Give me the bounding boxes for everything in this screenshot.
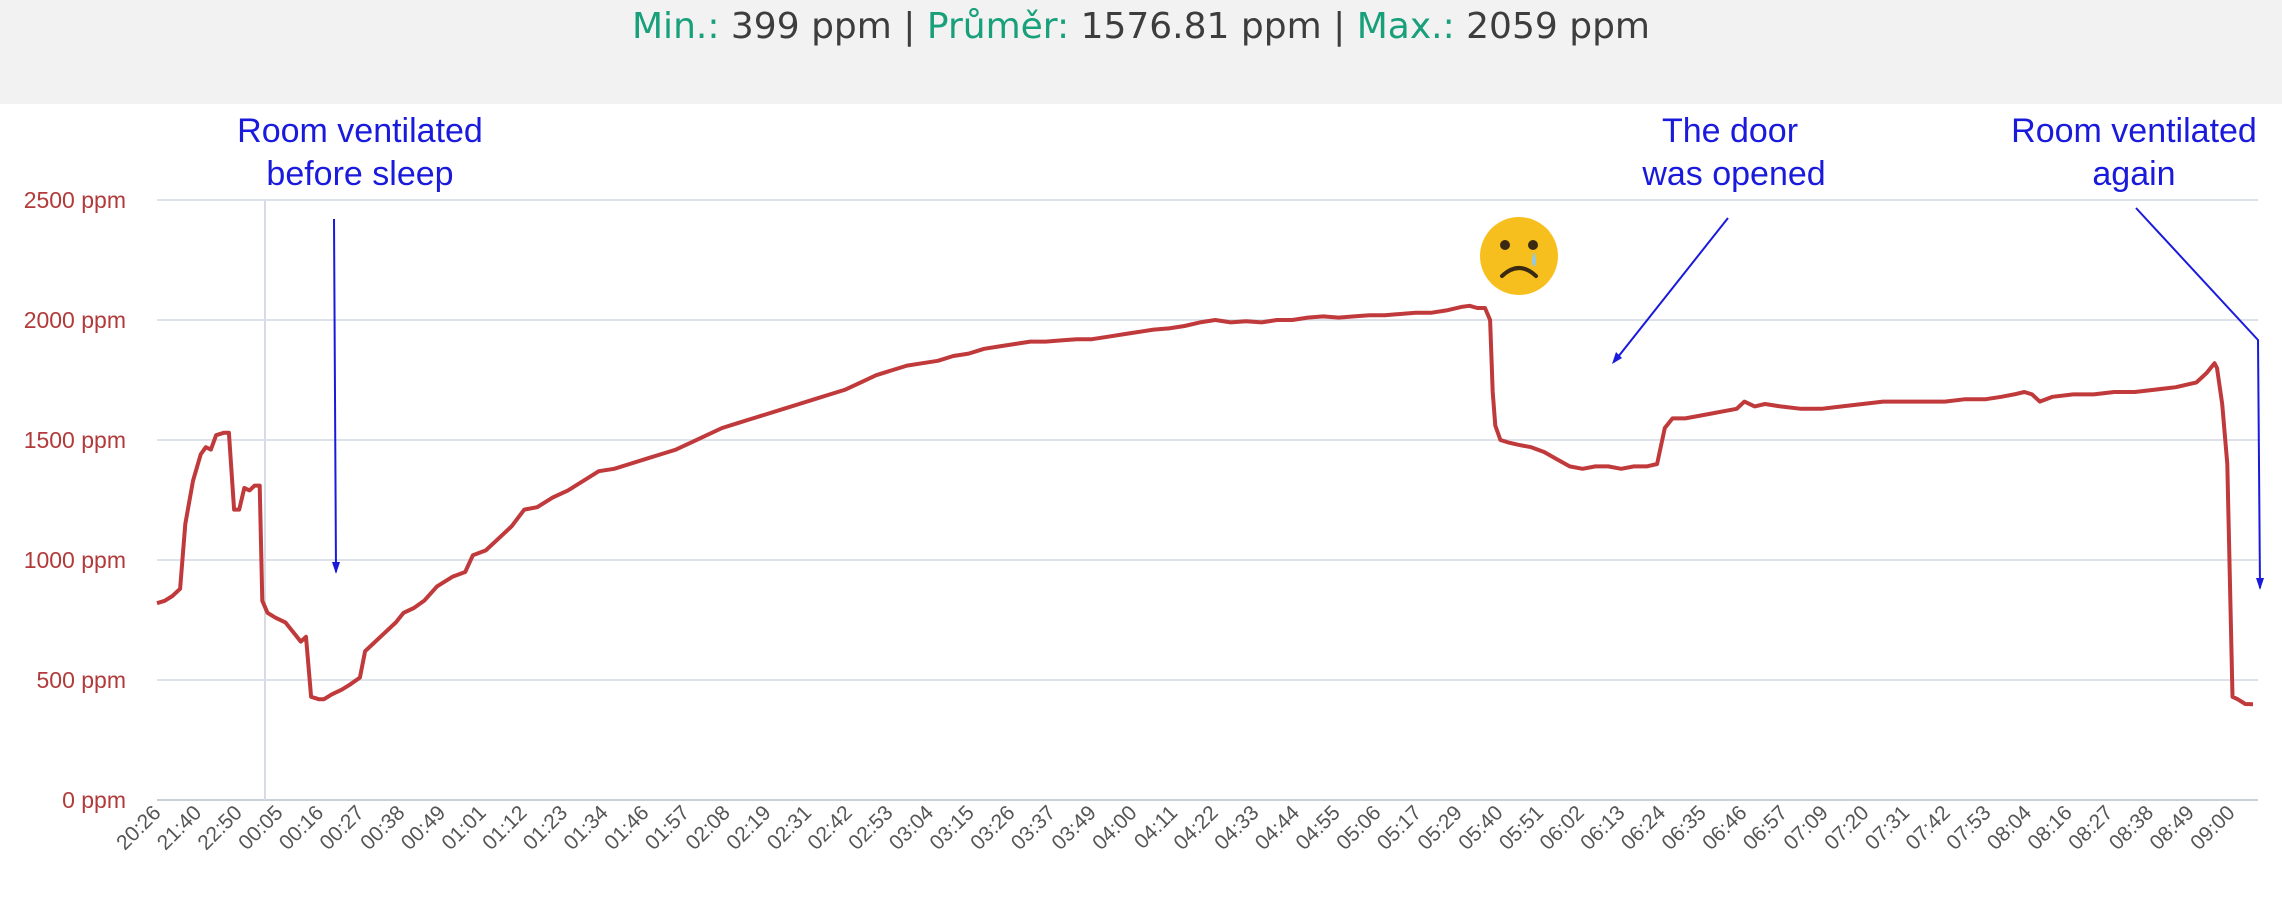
x-tick-label: 00:16 bbox=[275, 801, 328, 854]
x-tick-label: 08:16 bbox=[2023, 801, 2076, 854]
x-tick-label: 04:11 bbox=[1130, 801, 1182, 853]
x-tick-label: 07:31 bbox=[1861, 801, 1914, 854]
annotation-ventilated-again-line1: Room ventilated bbox=[2011, 112, 2257, 150]
stats-summary: Min.: 399 ppm | Průměr: 1576.81 ppm | Ma… bbox=[0, 6, 2282, 47]
x-tick-label: 03:49 bbox=[1047, 801, 1100, 854]
x-tick-label: 08:04 bbox=[1983, 801, 2037, 855]
y-tick-label: 1500 ppm bbox=[24, 427, 126, 453]
x-tick-label: 06:57 bbox=[1739, 801, 1792, 854]
x-tick-label: 21:40 bbox=[153, 801, 206, 854]
x-tick-label: 08:38 bbox=[2105, 801, 2158, 854]
x-tick-label: 22:50 bbox=[193, 801, 246, 854]
x-tick-label: 02:08 bbox=[681, 801, 734, 854]
annotation-arrows bbox=[332, 207, 2264, 590]
x-tick-label: 01:46 bbox=[600, 801, 653, 854]
x-tick-label: 09:00 bbox=[2186, 801, 2239, 854]
annotation-ventilated-before-sleep-line1: Room ventilated bbox=[237, 112, 483, 150]
x-tick-label: 05:29 bbox=[1413, 801, 1466, 854]
annotation-ventilated-before-sleep-line2: before sleep bbox=[266, 155, 453, 193]
average-value: 1576.81 ppm bbox=[1080, 6, 1322, 47]
x-tick-label: 07:42 bbox=[1901, 801, 1954, 854]
x-tick-label: 03:37 bbox=[1007, 801, 1060, 854]
y-tick-label: 2500 ppm bbox=[24, 187, 126, 213]
min-label: Min.: bbox=[632, 6, 720, 47]
x-tick-label: 01:01 bbox=[437, 801, 490, 854]
x-tick-label: 05:40 bbox=[1454, 801, 1507, 854]
x-tick-label: 03:26 bbox=[966, 801, 1019, 854]
x-tick-label: 08:49 bbox=[2145, 801, 2198, 854]
x-tick-label: 05:06 bbox=[1332, 801, 1385, 854]
x-tick-label: 00:27 bbox=[315, 801, 368, 854]
x-tick-label: 01:34 bbox=[559, 801, 613, 855]
arrow-ventilated-again bbox=[2135, 207, 2261, 589]
arrowhead-door-opened bbox=[1612, 352, 1622, 364]
x-tick-label: 07:20 bbox=[1820, 801, 1873, 854]
x-tick-label: 07:53 bbox=[1942, 801, 1995, 854]
y-tick-label: 2000 ppm bbox=[24, 307, 126, 333]
average-label: Průměr: bbox=[926, 6, 1070, 47]
x-tick-label: 08:27 bbox=[2064, 801, 2117, 854]
stats-separator: | bbox=[1333, 6, 1346, 47]
x-tick-label: 02:42 bbox=[803, 801, 856, 854]
x-tick-label: 00:38 bbox=[356, 801, 409, 854]
x-tick-label: 06:13 bbox=[1576, 801, 1629, 854]
y-tick-label: 500 ppm bbox=[36, 667, 126, 693]
max-value: 2059 ppm bbox=[1466, 6, 1650, 47]
y-tick-label: 1000 ppm bbox=[24, 547, 126, 573]
x-tick-label: 02:31 bbox=[763, 801, 816, 854]
arrow-door-opened bbox=[1613, 217, 1729, 363]
crying-sad-face-icon bbox=[1480, 217, 1558, 295]
x-tick-label: 04:55 bbox=[1291, 801, 1344, 854]
stats-separator: | bbox=[903, 6, 916, 47]
max-label: Max.: bbox=[1356, 6, 1455, 47]
x-tick-label: 01:12 bbox=[478, 801, 531, 854]
min-value: 399 ppm bbox=[730, 6, 892, 47]
x-tick-label: 06:46 bbox=[1698, 801, 1751, 854]
x-tick-label: 05:51 bbox=[1495, 801, 1548, 854]
x-tick-label: 04:44 bbox=[1251, 801, 1305, 855]
annotation-door-opened-line2: was opened bbox=[1641, 155, 1825, 193]
x-tick-label: 01:23 bbox=[519, 801, 572, 854]
arrowhead-ventilated-before-sleep bbox=[332, 562, 340, 574]
y-axis: 0 ppm 500 ppm 1000 ppm 1500 ppm 2000 ppm 2500… bbox=[24, 187, 126, 813]
x-tick-label: 00:05 bbox=[234, 801, 287, 854]
x-tick-label: 07:09 bbox=[1779, 801, 1832, 854]
x-tick-label: 06:24 bbox=[1617, 801, 1671, 855]
grid-lines bbox=[157, 199, 2258, 801]
x-tick-label: 02:19 bbox=[722, 801, 775, 854]
x-tick-label: 03:15 bbox=[925, 801, 978, 854]
x-tick-label: 06:35 bbox=[1657, 801, 1710, 854]
x-tick-label: 03:04 bbox=[885, 801, 939, 855]
annotation-ventilated-again-line2: again bbox=[2092, 155, 2175, 193]
annotation-door-opened-line1: The door bbox=[1662, 112, 1798, 150]
x-tick-label: 04:33 bbox=[1210, 801, 1263, 854]
x-tick-label: 02:53 bbox=[844, 801, 897, 854]
x-axis: 20:2621:4022:5000:0500:1600:2700:3800:49… bbox=[112, 801, 2239, 855]
x-tick-label: 06:02 bbox=[1535, 801, 1588, 854]
co2-chart: 0 ppm 500 ppm 1000 ppm 1500 ppm 2000 ppm 2500… bbox=[0, 104, 2282, 908]
series-line-co2 bbox=[156, 303, 2254, 707]
stats-header bbox=[0, 0, 2282, 104]
x-tick-label: 05:17 bbox=[1373, 801, 1426, 854]
x-tick-label: 04:22 bbox=[1169, 801, 1222, 854]
x-tick-label: 01:57 bbox=[641, 801, 694, 854]
x-tick-label: 04:00 bbox=[1088, 801, 1141, 854]
chart-svg: 0 ppm 500 ppm 1000 ppm 1500 ppm 2000 ppm 2500… bbox=[24, 112, 2264, 855]
arrowhead-ventilated-again bbox=[2256, 578, 2264, 590]
arrow-ventilated-before-sleep bbox=[333, 218, 337, 573]
x-tick-label: 00:49 bbox=[397, 801, 450, 854]
y-tick-label: 0 ppm bbox=[62, 787, 126, 813]
